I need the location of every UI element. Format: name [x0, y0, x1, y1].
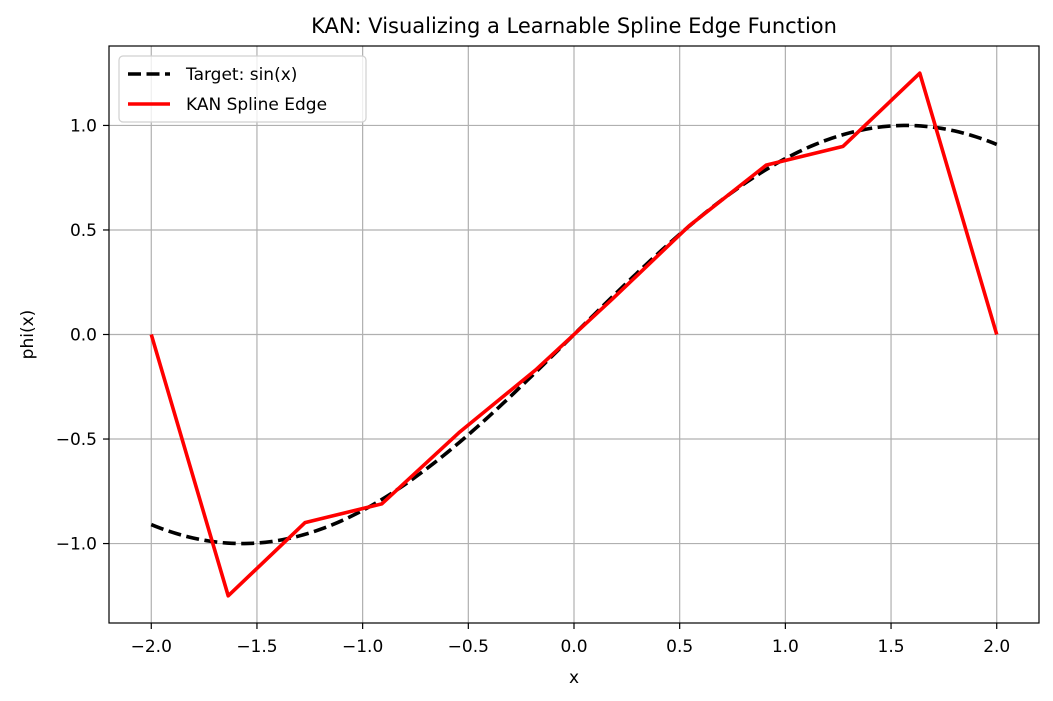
- x-tick-label: 2.0: [983, 637, 1010, 657]
- legend: Target: sin(x) KAN Spline Edge: [118, 55, 367, 123]
- x-axis-label: x: [569, 668, 579, 688]
- legend-box: [118, 55, 367, 123]
- y-axis-ticks: −1.0 −0.5 0.0 0.5 1.0: [56, 116, 109, 555]
- y-tick-label: 1.0: [70, 116, 97, 136]
- y-tick-label: 0.0: [70, 326, 97, 346]
- chart-title: KAN: Visualizing a Learnable Spline Edge…: [311, 14, 837, 38]
- x-tick-label: −1.0: [342, 637, 383, 657]
- legend-label-0: Target: sin(x): [185, 65, 297, 85]
- x-tick-label: −2.0: [131, 637, 172, 657]
- x-tick-label: 0.5: [666, 637, 693, 657]
- x-axis-ticks: −2.0 −1.5 −1.0 −0.5 0.0 0.5 1.0 1.5 2.0: [131, 623, 1010, 657]
- x-tick-label: 1.5: [878, 637, 905, 657]
- y-axis-label: phi(x): [18, 310, 38, 360]
- series-line-1: [149, 71, 999, 598]
- series-lines: [149, 71, 999, 598]
- y-tick-label: −1.0: [56, 535, 97, 555]
- legend-label-1: KAN Spline Edge: [186, 95, 327, 115]
- y-tick-label: −0.5: [56, 430, 97, 450]
- y-tick-label: 0.5: [70, 221, 97, 241]
- x-tick-label: −1.5: [236, 637, 277, 657]
- x-tick-label: −0.5: [448, 637, 489, 657]
- x-tick-label: 0.0: [560, 637, 587, 657]
- x-tick-label: 1.0: [772, 637, 799, 657]
